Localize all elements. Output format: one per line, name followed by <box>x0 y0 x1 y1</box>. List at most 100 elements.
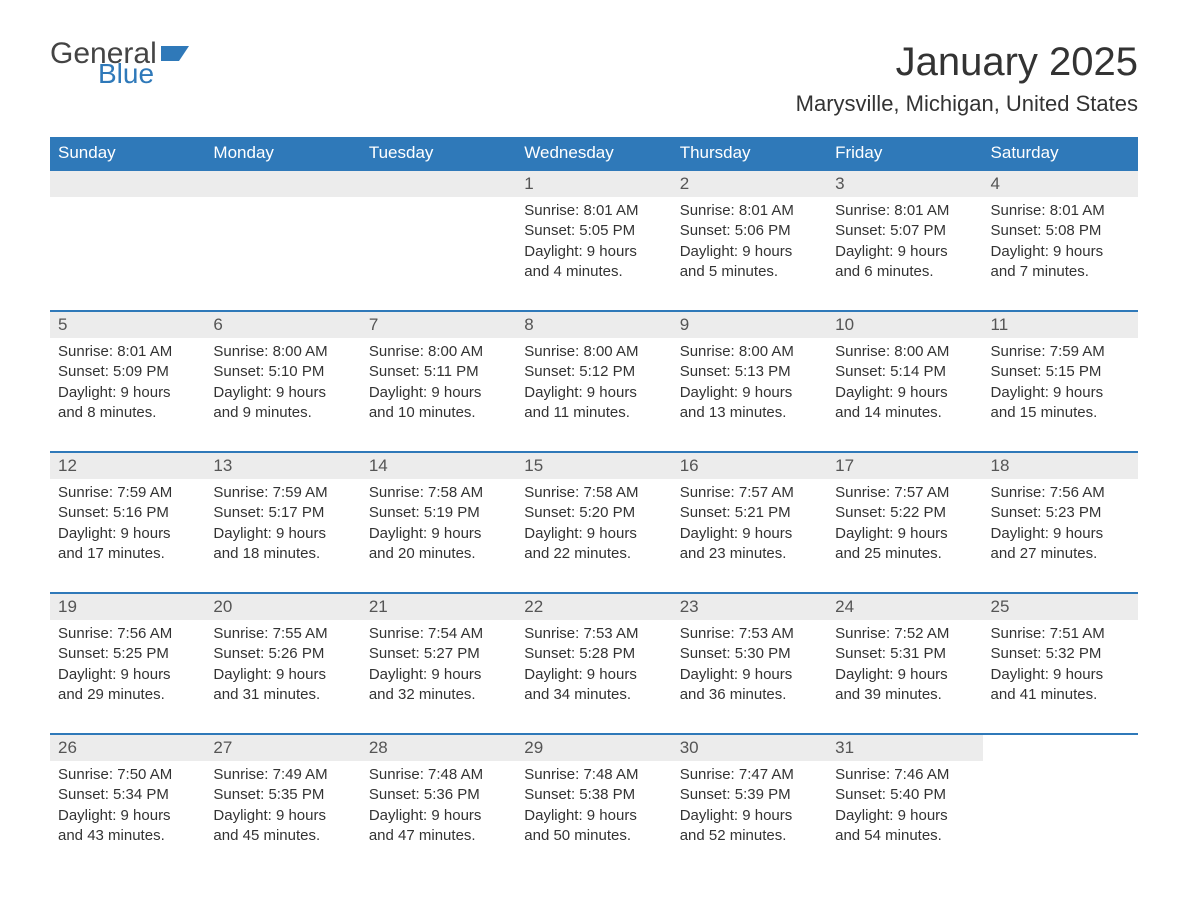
dow-header: Wednesday <box>516 137 671 170</box>
sunrise-line: Sunrise: 7:54 AM <box>369 624 508 644</box>
day-cell: 16Sunrise: 7:57 AMSunset: 5:21 PMDayligh… <box>672 452 827 593</box>
daylight-line-2: and 41 minutes. <box>991 685 1130 705</box>
day-number: 24 <box>827 594 982 620</box>
sunrise-line: Sunrise: 7:56 AM <box>991 483 1130 503</box>
day-number: 8 <box>516 312 671 338</box>
day-cell: 10Sunrise: 8:00 AMSunset: 5:14 PMDayligh… <box>827 311 982 452</box>
daylight-line-1: Daylight: 9 hours <box>524 524 663 544</box>
calendar-body: 1Sunrise: 8:01 AMSunset: 5:05 PMDaylight… <box>50 170 1138 874</box>
day-number: 7 <box>361 312 516 338</box>
daylight-line-2: and 7 minutes. <box>991 262 1130 282</box>
daylight-line-2: and 14 minutes. <box>835 403 974 423</box>
day-cell-empty <box>205 170 360 311</box>
daylight-line-2: and 52 minutes. <box>680 826 819 846</box>
day-cell: 30Sunrise: 7:47 AMSunset: 5:39 PMDayligh… <box>672 734 827 874</box>
daylight-line-2: and 47 minutes. <box>369 826 508 846</box>
daylight-line-1: Daylight: 9 hours <box>213 806 352 826</box>
sunset-line: Sunset: 5:07 PM <box>835 221 974 241</box>
daylight-line-2: and 39 minutes. <box>835 685 974 705</box>
daylight-line-1: Daylight: 9 hours <box>58 806 197 826</box>
sunset-line: Sunset: 5:15 PM <box>991 362 1130 382</box>
sunrise-line: Sunrise: 7:59 AM <box>58 483 197 503</box>
daylight-line-2: and 36 minutes. <box>680 685 819 705</box>
daylight-line-1: Daylight: 9 hours <box>58 524 197 544</box>
daylight-line-2: and 50 minutes. <box>524 826 663 846</box>
day-number: 11 <box>983 312 1138 338</box>
sunset-line: Sunset: 5:09 PM <box>58 362 197 382</box>
day-number: 20 <box>205 594 360 620</box>
day-cell: 20Sunrise: 7:55 AMSunset: 5:26 PMDayligh… <box>205 593 360 734</box>
sunset-line: Sunset: 5:38 PM <box>524 785 663 805</box>
calendar-week: 26Sunrise: 7:50 AMSunset: 5:34 PMDayligh… <box>50 734 1138 874</box>
sunrise-line: Sunrise: 7:53 AM <box>680 624 819 644</box>
daylight-line-2: and 43 minutes. <box>58 826 197 846</box>
day-cell: 24Sunrise: 7:52 AMSunset: 5:31 PMDayligh… <box>827 593 982 734</box>
sunset-line: Sunset: 5:05 PM <box>524 221 663 241</box>
daylight-line-2: and 25 minutes. <box>835 544 974 564</box>
sunset-line: Sunset: 5:06 PM <box>680 221 819 241</box>
daylight-line-2: and 13 minutes. <box>680 403 819 423</box>
sunset-line: Sunset: 5:10 PM <box>213 362 352 382</box>
daylight-line-1: Daylight: 9 hours <box>835 524 974 544</box>
sunset-line: Sunset: 5:35 PM <box>213 785 352 805</box>
day-number: 25 <box>983 594 1138 620</box>
daylight-line-2: and 4 minutes. <box>524 262 663 282</box>
day-cell: 11Sunrise: 7:59 AMSunset: 5:15 PMDayligh… <box>983 311 1138 452</box>
sunrise-line: Sunrise: 8:01 AM <box>835 201 974 221</box>
day-number: 21 <box>361 594 516 620</box>
sunset-line: Sunset: 5:39 PM <box>680 785 819 805</box>
day-number: 2 <box>672 171 827 197</box>
daylight-line-1: Daylight: 9 hours <box>524 383 663 403</box>
day-cell: 17Sunrise: 7:57 AMSunset: 5:22 PMDayligh… <box>827 452 982 593</box>
day-number: 22 <box>516 594 671 620</box>
day-cell-empty <box>50 170 205 311</box>
daylight-line-2: and 10 minutes. <box>369 403 508 423</box>
daylight-line-1: Daylight: 9 hours <box>524 806 663 826</box>
daylight-line-2: and 6 minutes. <box>835 262 974 282</box>
daylight-line-2: and 17 minutes. <box>58 544 197 564</box>
sunrise-line: Sunrise: 7:48 AM <box>524 765 663 785</box>
sunset-line: Sunset: 5:11 PM <box>369 362 508 382</box>
day-cell: 4Sunrise: 8:01 AMSunset: 5:08 PMDaylight… <box>983 170 1138 311</box>
dow-header: Tuesday <box>361 137 516 170</box>
daylight-line-2: and 27 minutes. <box>991 544 1130 564</box>
sunrise-line: Sunrise: 7:57 AM <box>835 483 974 503</box>
sunset-line: Sunset: 5:16 PM <box>58 503 197 523</box>
day-number: 4 <box>983 171 1138 197</box>
sunrise-line: Sunrise: 7:56 AM <box>58 624 197 644</box>
day-number: 13 <box>205 453 360 479</box>
day-cell: 8Sunrise: 8:00 AMSunset: 5:12 PMDaylight… <box>516 311 671 452</box>
sunrise-line: Sunrise: 8:00 AM <box>213 342 352 362</box>
day-cell: 1Sunrise: 8:01 AMSunset: 5:05 PMDaylight… <box>516 170 671 311</box>
day-number: 26 <box>50 735 205 761</box>
daylight-line-1: Daylight: 9 hours <box>524 665 663 685</box>
daylight-line-1: Daylight: 9 hours <box>680 524 819 544</box>
day-number: 17 <box>827 453 982 479</box>
daylight-line-1: Daylight: 9 hours <box>991 524 1130 544</box>
day-cell-empty <box>983 734 1138 874</box>
daylight-line-1: Daylight: 9 hours <box>680 242 819 262</box>
sunrise-line: Sunrise: 7:58 AM <box>369 483 508 503</box>
day-cell: 12Sunrise: 7:59 AMSunset: 5:16 PMDayligh… <box>50 452 205 593</box>
calendar-table: SundayMondayTuesdayWednesdayThursdayFrid… <box>50 137 1138 874</box>
daylight-line-1: Daylight: 9 hours <box>213 524 352 544</box>
day-cell: 22Sunrise: 7:53 AMSunset: 5:28 PMDayligh… <box>516 593 671 734</box>
daylight-line-1: Daylight: 9 hours <box>991 383 1130 403</box>
daylight-line-2: and 54 minutes. <box>835 826 974 846</box>
daylight-line-1: Daylight: 9 hours <box>524 242 663 262</box>
day-number: 15 <box>516 453 671 479</box>
sunset-line: Sunset: 5:36 PM <box>369 785 508 805</box>
daylight-line-1: Daylight: 9 hours <box>58 665 197 685</box>
day-number: 6 <box>205 312 360 338</box>
daylight-line-1: Daylight: 9 hours <box>835 242 974 262</box>
day-number: 29 <box>516 735 671 761</box>
day-cell: 9Sunrise: 8:00 AMSunset: 5:13 PMDaylight… <box>672 311 827 452</box>
day-cell-empty <box>361 170 516 311</box>
sunrise-line: Sunrise: 8:01 AM <box>680 201 819 221</box>
page: General Blue January 2025 Marysville, Mi… <box>0 0 1188 914</box>
daylight-line-2: and 8 minutes. <box>58 403 197 423</box>
sunset-line: Sunset: 5:28 PM <box>524 644 663 664</box>
sunset-line: Sunset: 5:13 PM <box>680 362 819 382</box>
daylight-line-2: and 22 minutes. <box>524 544 663 564</box>
sunset-line: Sunset: 5:27 PM <box>369 644 508 664</box>
